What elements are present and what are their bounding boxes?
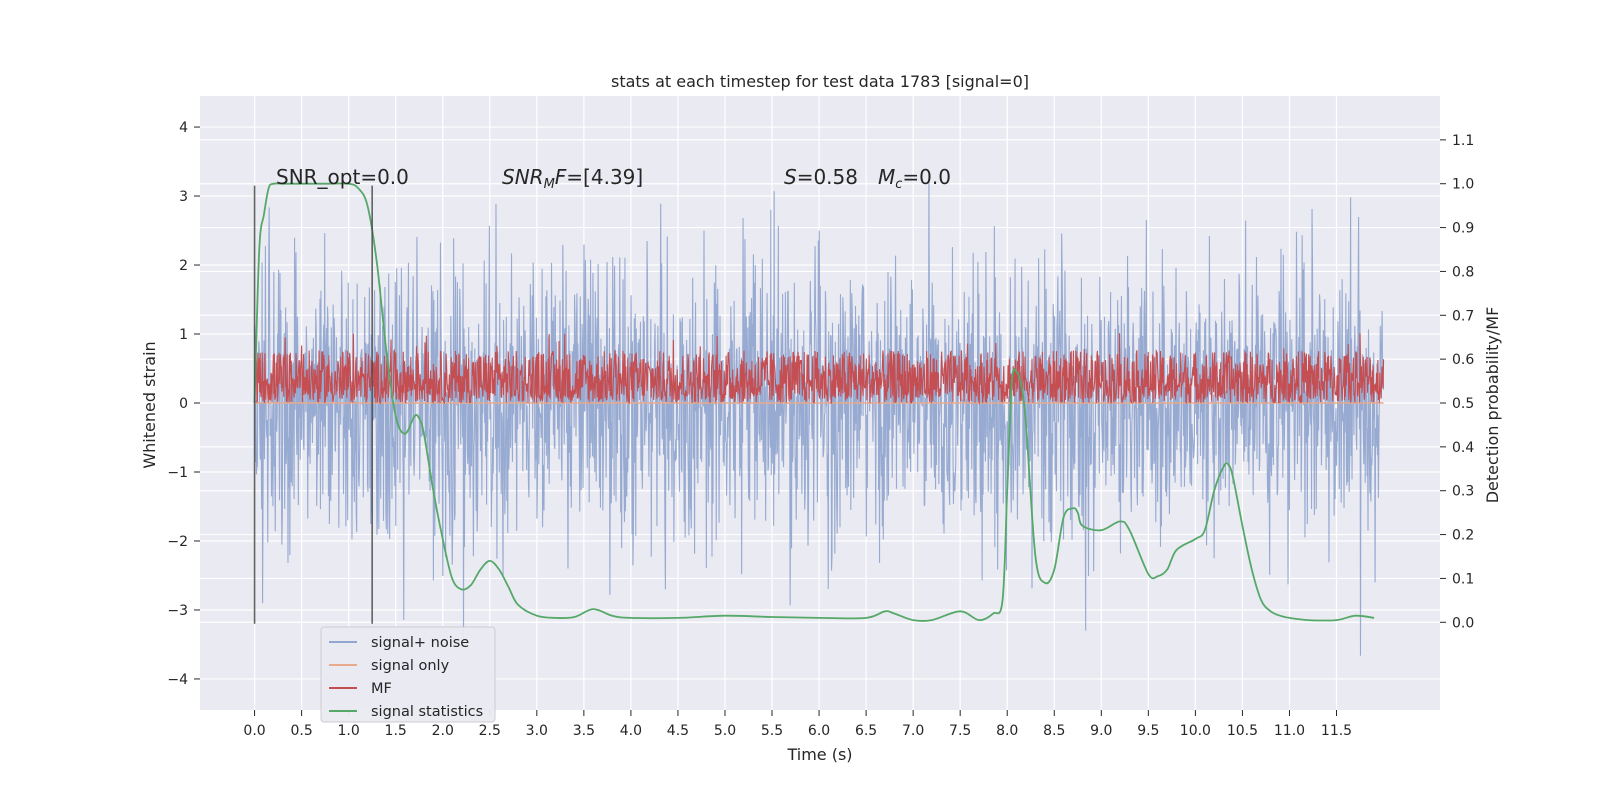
y-right-tick-label: 0.5 (1452, 396, 1474, 412)
legend-label: signal only (371, 658, 450, 674)
y-right-tick-label: 0.8 (1452, 264, 1474, 280)
x-tick-label: 3.5 (573, 723, 595, 739)
y-right-tick-label: 0.4 (1452, 440, 1474, 456)
y-tick-label: −3 (167, 603, 188, 619)
legend-box (320, 626, 496, 723)
legend-label: signal statistics (371, 704, 483, 720)
annotation-snr-mf: SNRMF=[4.39] (502, 165, 643, 192)
y-tick-label: 3 (179, 189, 188, 205)
y-right-tick-label: 0.1 (1452, 571, 1474, 587)
y-right-tick-label: 0.7 (1452, 308, 1474, 324)
x-tick-label: 4.5 (667, 723, 689, 739)
series-signal-noise (254, 174, 1385, 656)
y-right-tick-label: 1.1 (1452, 133, 1474, 149)
y-right-tick-label: 0.9 (1452, 221, 1474, 237)
y-tick-label: −1 (167, 465, 188, 481)
y-axis-label: Whitened strain (140, 341, 159, 468)
x-tick-label: 11.0 (1274, 723, 1305, 739)
annotation-s-value: =0.58 (797, 165, 858, 189)
y-right-axis-ticks: 0.0 0.1 0.2 0.3 0.4 0.5 0.6 0.7 0.8 0.9 1.0 1.1 (1440, 133, 1474, 631)
x-axis-label: Time (s) (786, 745, 852, 764)
x-tick-label: 5.0 (714, 723, 736, 739)
x-tick-label: 10.5 (1227, 723, 1258, 739)
x-tick-label: 4.0 (620, 723, 642, 739)
y-right-tick-label: 0.3 (1452, 484, 1474, 500)
x-tick-label: 6.0 (808, 723, 830, 739)
y-tick-label: 1 (179, 327, 188, 343)
x-tick-label: 1.0 (338, 723, 360, 739)
x-tick-label: 3.0 (526, 723, 548, 739)
y-right-tick-label: 0.6 (1452, 352, 1474, 368)
y-right-tick-label: 0.0 (1452, 615, 1474, 631)
y-tick-label: −4 (167, 672, 188, 688)
annotation-s-symbol: S (784, 165, 797, 189)
x-tick-label: 2.0 (432, 723, 454, 739)
y-tick-label: 2 (179, 258, 188, 274)
annotation-mc-value: =0.0 (902, 165, 951, 189)
x-tick-label: 9.0 (1090, 723, 1112, 739)
y-right-tick-label: 0.2 (1452, 528, 1474, 544)
legend-items: signal+ noise signal only MF signal statist… (329, 635, 483, 720)
x-tick-label: 11.5 (1321, 723, 1352, 739)
legend: signal+ noise signal only MF signal statist… (320, 626, 496, 723)
x-tick-label: 7.5 (949, 723, 971, 739)
x-tick-label: 9.5 (1137, 723, 1159, 739)
x-tick-label: 5.5 (761, 723, 783, 739)
annotation-mc-subscript: c (895, 177, 902, 192)
x-tick-label: 1.5 (385, 723, 407, 739)
legend-label: MF (371, 681, 392, 697)
series-signal-statistics (253, 182, 1375, 622)
annotation-snr-mf-symbol2: F (555, 165, 567, 189)
x-tick-label: 10.0 (1180, 723, 1211, 739)
y-tick-label: 0 (179, 396, 188, 412)
legend-label: signal+ noise (371, 635, 469, 651)
x-tick-label: 2.5 (479, 723, 501, 739)
x-axis-ticks: 0.0 0.5 1.0 1.5 2.0 2.5 3.0 3.5 4.0 4.5 5.0 5.5 6.0 6… (243, 710, 1352, 739)
vertical-markers (253, 185, 373, 624)
x-tick-label: 6.5 (855, 723, 877, 739)
y-right-tick-label: 1.0 (1452, 177, 1474, 193)
annotation-mc-symbol: M (878, 165, 895, 189)
y-tick-label: 4 (179, 120, 188, 136)
x-tick-label: 0.5 (290, 723, 312, 739)
chart-title: stats at each timestep for test data 178… (611, 72, 1029, 91)
x-tick-label: 0.0 (243, 723, 265, 739)
annotation-snr-mf-value: =[4.39] (566, 165, 643, 189)
x-tick-label: 7.0 (902, 723, 924, 739)
series-mf (254, 333, 1385, 405)
annotation-snr-mf-subscript: M (544, 177, 555, 192)
annotation-mc: Mc=0.0 (878, 165, 951, 192)
annotation-snr-mf-symbol: SNR (502, 165, 544, 189)
annotation-snr-opt: SNR_opt=0.0 (276, 165, 409, 189)
x-tick-label: 8.0 (996, 723, 1018, 739)
y-axis-ticks: −4 −3 −2 −1 0 1 2 3 4 (167, 120, 200, 688)
chart-marks (253, 174, 1385, 656)
x-tick-label: 8.5 (1043, 723, 1065, 739)
y-right-axis-label: Detection probability/MF (1483, 307, 1502, 504)
y-tick-label: −2 (167, 534, 188, 550)
annotation-s: S=0.58 (784, 165, 858, 189)
